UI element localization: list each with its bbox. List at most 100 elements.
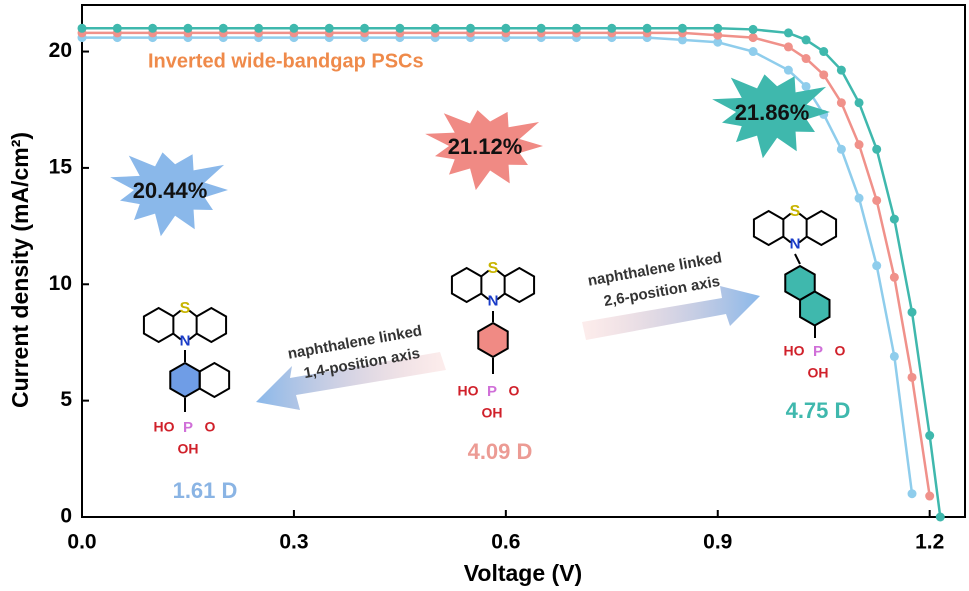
point (677, 23, 687, 33)
badge-text: 20.44% (133, 178, 208, 203)
badge-text: 21.86% (735, 100, 810, 125)
bond (794, 253, 801, 265)
ring (805, 209, 838, 247)
point (889, 214, 899, 224)
point (218, 23, 228, 33)
ring (450, 266, 483, 304)
atom: O (835, 343, 846, 359)
atom: P (183, 419, 193, 436)
x-tick-label: 0.3 (279, 531, 308, 554)
x-tick-label: 1.2 (915, 531, 944, 554)
point (854, 193, 864, 203)
point (783, 65, 793, 75)
series-line (82, 27, 942, 518)
bond (496, 292, 506, 301)
point (148, 23, 158, 33)
ring (477, 321, 509, 359)
atom: S (790, 203, 801, 220)
point (607, 23, 617, 33)
atom: HO (154, 419, 175, 435)
y-tick-label: 15 (49, 155, 73, 178)
point (889, 351, 899, 361)
point (872, 195, 882, 205)
bond (782, 235, 792, 244)
point (907, 372, 917, 382)
point (748, 24, 758, 34)
point (430, 23, 440, 33)
point (501, 23, 511, 33)
point (819, 47, 829, 57)
point (324, 23, 334, 33)
point (713, 37, 723, 47)
point (466, 23, 476, 33)
y-tick-label: 0 (60, 505, 72, 528)
point (836, 98, 846, 108)
atom: OH (482, 405, 503, 421)
x-tick-label: 0.9 (703, 531, 732, 554)
point (801, 35, 811, 45)
point (254, 23, 264, 33)
point (677, 35, 687, 45)
atom: P (813, 343, 823, 360)
atom: O (205, 419, 216, 435)
bond (480, 292, 490, 301)
point (925, 431, 935, 441)
point (854, 140, 864, 150)
atom: P (487, 383, 497, 400)
point (889, 272, 899, 282)
point (783, 42, 793, 52)
ring (752, 209, 785, 247)
badge-text: 21.12% (448, 134, 523, 159)
y-axis-label: Current density (mA/cm²) (7, 132, 33, 408)
point (872, 144, 882, 154)
bond (188, 309, 198, 318)
y-tick-label: 5 (60, 388, 72, 411)
arrow (256, 352, 446, 410)
dipole: 4.09 D (468, 439, 533, 464)
y-tick-label: 10 (49, 272, 72, 295)
point (907, 489, 917, 499)
atom: OH (178, 441, 199, 457)
bond (172, 332, 182, 341)
point (748, 33, 758, 43)
point (289, 23, 299, 33)
point (713, 30, 723, 40)
atom: N (180, 333, 191, 350)
atom: S (180, 300, 191, 317)
point (854, 98, 864, 108)
badge (110, 152, 228, 237)
bond (798, 235, 808, 244)
badge (425, 110, 543, 191)
ring (169, 361, 201, 399)
point (360, 23, 370, 33)
point (642, 23, 652, 33)
y-tick-label: 20 (49, 39, 72, 62)
ring (799, 290, 831, 327)
bond (798, 212, 808, 221)
point (801, 54, 811, 64)
badge (712, 74, 830, 159)
point (783, 28, 793, 38)
point (713, 23, 723, 33)
bond (480, 269, 490, 278)
atom: HO (784, 343, 805, 359)
point (907, 307, 917, 317)
point (925, 491, 935, 501)
series-line (82, 36, 914, 494)
x-axis-label: Voltage (V) (464, 560, 582, 586)
atom: N (790, 236, 801, 253)
x-tick-label: 0.0 (67, 531, 96, 554)
subtitle: Inverted wide-bandgap PSCs (148, 50, 424, 72)
point (536, 23, 546, 33)
point (836, 65, 846, 75)
x-tick-label: 0.6 (491, 531, 520, 554)
ring (198, 361, 231, 399)
point (395, 23, 405, 33)
ring (142, 306, 175, 344)
plot-frame (81, 4, 966, 518)
atom: HO (458, 383, 479, 399)
point (748, 47, 758, 57)
dipole: 4.75 D (786, 398, 851, 423)
point (571, 23, 581, 33)
